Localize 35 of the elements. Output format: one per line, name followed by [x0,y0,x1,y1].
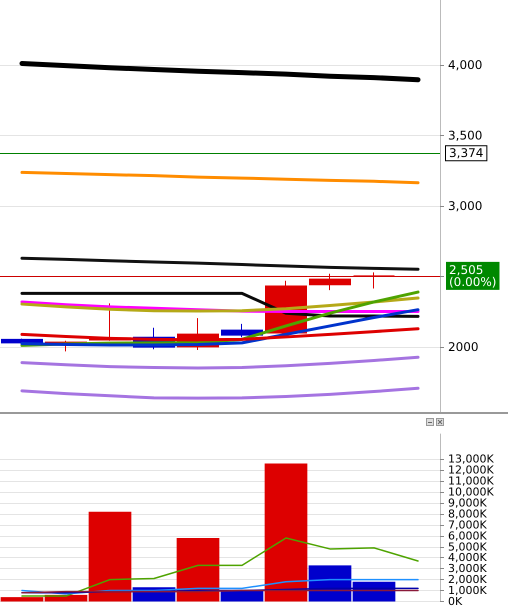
y-tick-label: 8,000K [448,507,488,520]
line-series [20,170,420,184]
y-tick-label: 4,000 [448,58,482,72]
y-tick-label: 0K [448,595,463,607]
line-series [20,386,420,400]
line-series [21,578,419,595]
candlestick [221,323,263,338]
line-series [20,356,420,370]
y-tick-label: 1,000K [448,584,488,598]
y-tick-label: 12,000K [448,464,494,477]
ref-line-label: 3,374 [449,146,484,160]
y-tick-label: 2000 [448,340,479,354]
y-tick-label: 6,000K [448,529,488,542]
y-tick-label: 13,000K [448,452,494,466]
y-tick-label: 10,000K [448,486,494,499]
y-tick-label: 11,000K [448,474,494,488]
y-tick-label: 7,000K [448,518,488,532]
y-tick-label: 3,000 [448,199,482,213]
y-tick-label: 5,000K [448,540,488,554]
bar [264,464,308,602]
candlestick [353,272,395,290]
line-series [20,308,420,346]
line-series [21,537,419,597]
ref-line-label: 2,505 (0.00%) [449,262,496,289]
y-tick-label: 3,500 [448,128,482,142]
line-series [20,256,420,271]
bar [220,590,264,602]
y-tick-label: 4,000K [448,551,488,564]
line-series [20,296,420,312]
y-tick-label: 3,000K [448,562,488,576]
candlestick [309,273,351,291]
line-series [20,292,420,318]
bar [176,538,220,602]
y-tick-label: 9,000K [448,496,488,510]
y-tick-label: 2,000K [448,573,488,586]
